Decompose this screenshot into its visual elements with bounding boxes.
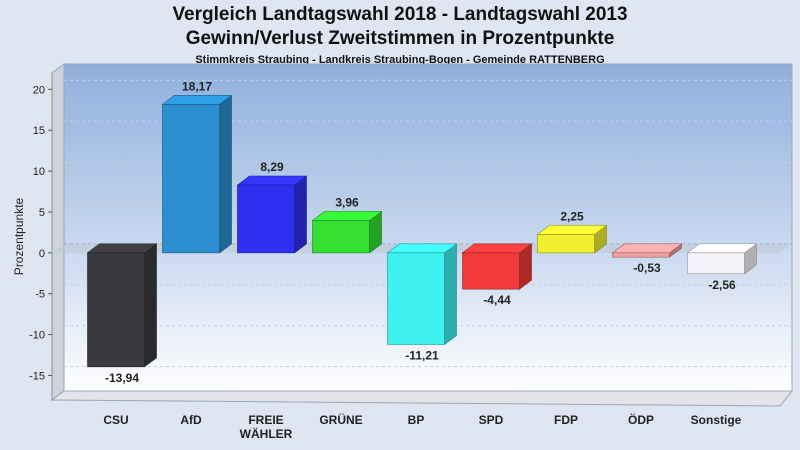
category-label-line: SPD <box>479 413 504 427</box>
plot-floor <box>50 390 794 407</box>
y-axis-label: Prozentpunkte <box>12 197 26 275</box>
y-axis: 20 15 10 5 0 -5 -10 -15 Prozentpunkte <box>12 73 53 400</box>
bar-side <box>219 94 232 254</box>
category-label: CSU <box>103 413 128 427</box>
category-label-line: AfD <box>180 413 202 427</box>
bar-top <box>536 225 608 235</box>
y-tick-label: -15 <box>29 370 45 382</box>
bar-front <box>462 252 520 290</box>
bars: -13,94 18,17 8,29 3,96 -11,21 -4,44 2,25 -0,53 -… <box>86 79 758 385</box>
value-label: 3,96 <box>335 195 359 209</box>
bar-side <box>294 175 307 254</box>
bar-front <box>162 104 220 254</box>
value-label: 8,29 <box>260 160 284 174</box>
bar-spd: -4,44 <box>461 243 533 307</box>
category-label-line: FDP <box>554 413 578 427</box>
category-label: BP <box>408 413 425 427</box>
bar-front <box>87 252 145 368</box>
y-tick-label: 10 <box>33 166 45 178</box>
category-label: FREIE WÄHLER <box>240 413 293 441</box>
value-label: 2,25 <box>560 209 584 223</box>
category-label-line: WÄHLER <box>240 426 293 441</box>
bar-top <box>311 211 383 221</box>
category-label-line: ÖDP <box>628 412 654 427</box>
chart-subtitle: Gewinn/Verlust Zweitstimmen in Prozentpu… <box>185 28 615 49</box>
bar-front <box>387 252 445 345</box>
bar-top <box>611 243 683 254</box>
category-label-line: CSU <box>103 413 128 427</box>
value-label: -0,53 <box>633 261 661 275</box>
category-label: Sonstige <box>691 413 742 427</box>
chart-region-caption: Stimmkreis Straubing - Landkreis Straubi… <box>195 54 605 66</box>
bar-grüne: 3,96 <box>311 195 383 254</box>
bar-front <box>237 184 295 254</box>
chart-title: Vergleich Landtagswahl 2018 - Landtagswa… <box>172 4 628 25</box>
y-tick-label: 15 <box>33 125 45 137</box>
category-label-line: GRÜNE <box>319 412 362 427</box>
category-label-line: Sonstige <box>691 413 742 427</box>
bar-front <box>312 220 370 254</box>
value-label: -4,44 <box>483 293 511 307</box>
y-tick-label: 5 <box>39 207 45 219</box>
category-label: SPD <box>479 413 504 427</box>
category-label: AfD <box>180 413 202 427</box>
bar-freie-wähler: 8,29 <box>236 160 308 254</box>
bar-front <box>612 252 670 258</box>
category-label-line: BP <box>408 413 425 427</box>
bar-top <box>461 243 533 254</box>
bar-front <box>687 252 745 275</box>
value-label: -11,21 <box>405 348 439 362</box>
bar-top <box>86 243 158 254</box>
category-label: ÖDP <box>628 412 654 427</box>
y-tick-label: 0 <box>39 248 45 260</box>
bar-fdp: 2,25 <box>536 209 608 254</box>
bar-top <box>236 175 308 186</box>
bar-afd: 18,17 <box>161 79 233 254</box>
y-tick-label: -10 <box>29 330 45 342</box>
value-label: -13,94 <box>105 371 139 385</box>
bar-csu: -13,94 <box>86 243 158 385</box>
bar-ödp: -0,53 <box>611 243 683 275</box>
bar-top <box>386 243 458 254</box>
value-label: 18,17 <box>182 79 212 93</box>
x-axis: CSU AfD FREIE WÄHLER GRÜNE BP SPD FDP ÖDP Sonstig… <box>103 412 741 441</box>
value-label: -2,56 <box>708 278 736 292</box>
bar-top <box>686 243 758 254</box>
y-tick-label: 20 <box>33 84 45 96</box>
category-label: GRÜNE <box>319 412 362 427</box>
bar-bp: -11,21 <box>386 243 458 362</box>
category-label: FDP <box>554 413 578 427</box>
bar-side <box>144 243 157 368</box>
plot-side-wall <box>51 63 65 401</box>
bar-top <box>161 95 233 105</box>
bar-front <box>537 234 595 254</box>
bar-sonstige: -2,56 <box>686 243 758 292</box>
bar-side <box>444 243 457 346</box>
y-tick-label: -5 <box>35 289 45 301</box>
category-label-line: FREIE <box>248 413 283 427</box>
